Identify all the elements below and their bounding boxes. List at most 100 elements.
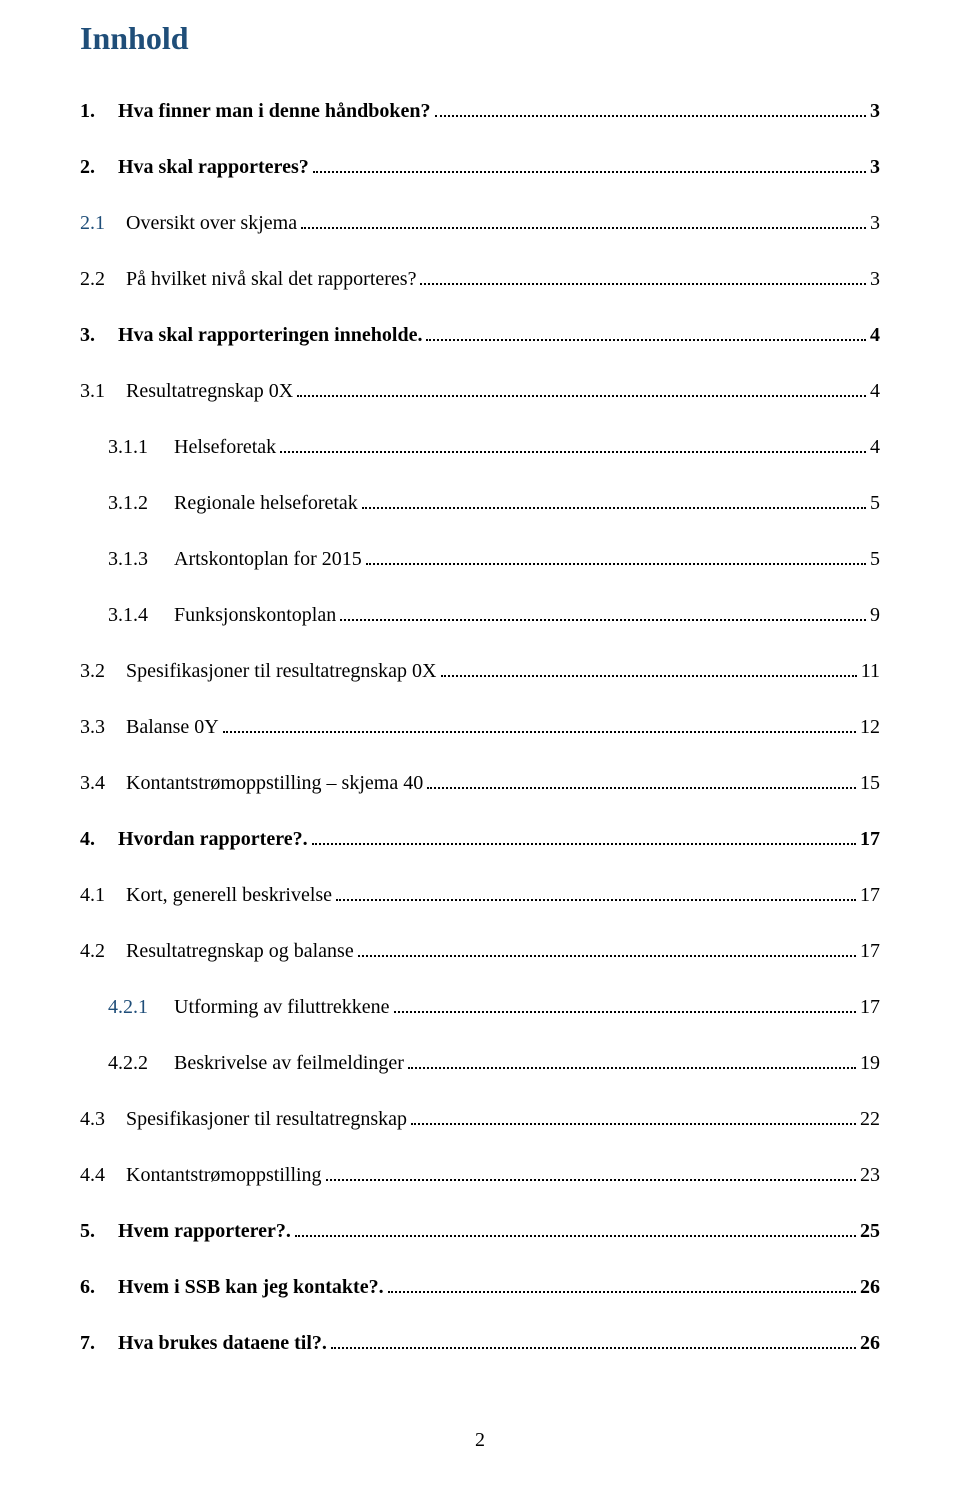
toc-entry-number: 2.2: [80, 265, 116, 293]
toc-entry-text: Utforming av filuttrekkene: [174, 996, 390, 1018]
toc-entry-text: Artskontoplan for 2015: [174, 548, 362, 570]
toc-entry[interactable]: 1. Hva finner man i denne håndboken? 3: [80, 97, 880, 125]
toc-entry-label: 1. Hva finner man i denne håndboken?: [80, 97, 431, 125]
toc-entry-text: Hvordan rapportere?.: [118, 828, 308, 850]
toc-entry[interactable]: 3.1.4 Funksjonskontoplan 9: [108, 601, 880, 629]
toc-entry-label: 5. Hvem rapporterer?.: [80, 1217, 291, 1245]
toc-entry-text: Helseforetak: [174, 436, 276, 458]
toc-entry-text: Hva skal rapporteringen inneholde.: [118, 324, 422, 346]
toc-entry-number: 3.4: [80, 769, 116, 797]
toc-entry-page: 5: [870, 545, 880, 573]
toc-leader-dots: [420, 269, 866, 285]
toc-entry-label: 3.1.4 Funksjonskontoplan: [108, 601, 336, 629]
toc-entry-number: 7.: [80, 1329, 108, 1357]
page-number: 2: [0, 1429, 960, 1452]
toc-leader-dots: [280, 437, 866, 453]
toc-leader-dots: [408, 1053, 856, 1069]
toc-leader-dots: [301, 213, 866, 229]
toc-entry-number: 4.2.1: [108, 993, 164, 1021]
toc-entry-page: 4: [870, 433, 880, 461]
toc-entry[interactable]: 2.1 Oversikt over skjema 3: [80, 209, 880, 237]
toc-entry-label: 4.4 Kontantstrømoppstilling: [80, 1161, 322, 1189]
toc-entry[interactable]: 3.1.3 Artskontoplan for 2015 5: [108, 545, 880, 573]
toc-entry-number: 3.1.4: [108, 601, 164, 629]
toc-entry[interactable]: 6. Hvem i SSB kan jeg kontakte?. 26: [80, 1273, 880, 1301]
toc-entry-page: 17: [860, 825, 880, 853]
toc-leader-dots: [366, 549, 866, 565]
toc-entry-text: Spesifikasjoner til resultatregnskap 0X: [126, 660, 437, 682]
toc-entry-page: 3: [870, 209, 880, 237]
toc-entry-page: 5: [870, 489, 880, 517]
toc-entry[interactable]: 3.4 Kontantstrømoppstilling – skjema 40 …: [80, 769, 880, 797]
toc-leader-dots: [411, 1109, 856, 1125]
toc-entry[interactable]: 4.2.2 Beskrivelse av feilmeldinger 19: [108, 1049, 880, 1077]
toc-entry-page: 11: [861, 657, 880, 685]
toc-entry[interactable]: 3.1.2 Regionale helseforetak 5: [108, 489, 880, 517]
toc-entry[interactable]: 4.3 Spesifikasjoner til resultatregnskap…: [80, 1105, 880, 1133]
toc-leader-dots: [435, 101, 867, 117]
toc-entry-label: 3.1.2 Regionale helseforetak: [108, 489, 358, 517]
toc-entry[interactable]: 3. Hva skal rapporteringen inneholde. 4: [80, 321, 880, 349]
toc-entry-number: 1.: [80, 97, 108, 125]
toc-entry-text: Kontantstrømoppstilling: [126, 1164, 322, 1186]
toc-entry-text: Balanse 0Y: [126, 716, 219, 738]
toc-entry[interactable]: 4.1 Kort, generell beskrivelse 17: [80, 881, 880, 909]
toc-entry-text: Regionale helseforetak: [174, 492, 358, 514]
toc-entry-label: 6. Hvem i SSB kan jeg kontakte?.: [80, 1273, 384, 1301]
toc-entry-label: 2. Hva skal rapporteres?: [80, 153, 309, 181]
toc-entry-number: 4.2: [80, 937, 116, 965]
toc-entry[interactable]: 7. Hva brukes dataene til?. 26: [80, 1329, 880, 1357]
toc-entry-label: 3.1 Resultatregnskap 0X: [80, 377, 293, 405]
toc-entry-text: Oversikt over skjema: [126, 212, 297, 234]
toc-leader-dots: [331, 1333, 856, 1349]
toc-entry-text: Kontantstrømoppstilling – skjema 40: [126, 772, 423, 794]
toc-entry-text: På hvilket nivå skal det rapporteres?: [126, 268, 416, 290]
toc-leader-dots: [223, 717, 856, 733]
toc-entry[interactable]: 5. Hvem rapporterer?. 25: [80, 1217, 880, 1245]
toc-leader-dots: [326, 1165, 856, 1181]
toc-entry-text: Hva brukes dataene til?.: [118, 1332, 327, 1354]
toc-entry-page: 3: [870, 265, 880, 293]
toc-entry[interactable]: 4.2 Resultatregnskap og balanse 17: [80, 937, 880, 965]
toc-entry-text: Hvem i SSB kan jeg kontakte?.: [118, 1276, 384, 1298]
toc-leader-dots: [336, 885, 856, 901]
toc-entry[interactable]: 4.2.1 Utforming av filuttrekkene 17: [108, 993, 880, 1021]
toc-entry-page: 3: [870, 97, 880, 125]
toc-entry-page: 25: [860, 1217, 880, 1245]
toc-leader-dots: [427, 773, 856, 789]
toc-leader-dots: [340, 605, 866, 621]
toc-entry-page: 22: [860, 1105, 880, 1133]
toc-entry-number: 6.: [80, 1273, 108, 1301]
toc-entry[interactable]: 4.4 Kontantstrømoppstilling 23: [80, 1161, 880, 1189]
toc-entry[interactable]: 2.2 På hvilket nivå skal det rapporteres…: [80, 265, 880, 293]
toc-entry-label: 4.1 Kort, generell beskrivelse: [80, 881, 332, 909]
toc-entry-label: 3.4 Kontantstrømoppstilling – skjema 40: [80, 769, 423, 797]
toc-entry-page: 26: [860, 1273, 880, 1301]
toc-entry-page: 23: [860, 1161, 880, 1189]
toc-entry[interactable]: 3.3 Balanse 0Y 12: [80, 713, 880, 741]
toc-title: Innhold: [80, 20, 880, 57]
toc-entry-number: 3.1.3: [108, 545, 164, 573]
toc-entry-page: 26: [860, 1329, 880, 1357]
toc-entry[interactable]: 2. Hva skal rapporteres? 3: [80, 153, 880, 181]
toc-entry-number: 4.3: [80, 1105, 116, 1133]
toc-entry-number: 5.: [80, 1217, 108, 1245]
toc-entry-label: 2.1 Oversikt over skjema: [80, 209, 297, 237]
toc-entry-text: Hva skal rapporteres?: [118, 156, 309, 178]
toc-entry[interactable]: 3.1.1 Helseforetak 4: [108, 433, 880, 461]
toc-entry-label: 3.1.1 Helseforetak: [108, 433, 276, 461]
toc-entry-page: 9: [870, 601, 880, 629]
toc-entry-text: Resultatregnskap og balanse: [126, 940, 354, 962]
toc-entry-label: 4.2 Resultatregnskap og balanse: [80, 937, 354, 965]
toc-entry-label: 4.2.2 Beskrivelse av feilmeldinger: [108, 1049, 404, 1077]
toc-entry-page: 4: [870, 321, 880, 349]
toc-entry[interactable]: 3.2 Spesifikasjoner til resultatregnskap…: [80, 657, 880, 685]
toc-entry-label: 3.2 Spesifikasjoner til resultatregnskap…: [80, 657, 437, 685]
toc-entry-number: 3.3: [80, 713, 116, 741]
toc-container: 1. Hva finner man i denne håndboken? 32.…: [80, 97, 880, 1357]
toc-entry[interactable]: 3.1 Resultatregnskap 0X 4: [80, 377, 880, 405]
toc-entry-label: 4.2.1 Utforming av filuttrekkene: [108, 993, 390, 1021]
toc-entry-label: 2.2 På hvilket nivå skal det rapporteres…: [80, 265, 416, 293]
toc-entry-text: Hvem rapporterer?.: [118, 1220, 291, 1242]
toc-entry[interactable]: 4. Hvordan rapportere?. 17: [80, 825, 880, 853]
